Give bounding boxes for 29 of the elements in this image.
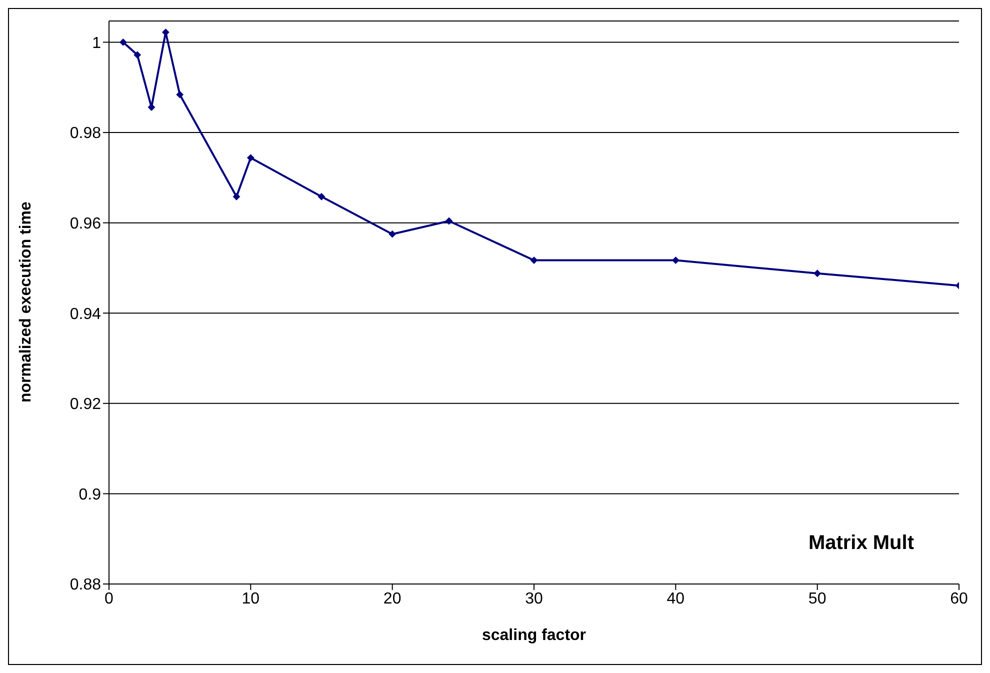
point — [247, 154, 254, 162]
y-tick-label: 0.94 — [70, 306, 102, 323]
x-tick-label: 40 — [666, 590, 685, 608]
x-axis-title: scaling factor — [482, 627, 586, 644]
point — [446, 218, 452, 225]
y-tick-label: 0.98 — [70, 125, 102, 142]
x-tick-label: 10 — [242, 590, 260, 608]
y-tick-label: 0.96 — [70, 215, 102, 232]
point — [134, 51, 141, 58]
y-tick-label: 0.88 — [70, 576, 102, 594]
annotation: Matrix Mult — [808, 532, 914, 554]
y-tick-label: 0.92 — [70, 396, 102, 414]
x-tick-label: 50 — [808, 590, 826, 608]
point — [176, 91, 184, 98]
x-tick-label: 60 — [950, 590, 968, 608]
point — [530, 256, 538, 264]
y-tick-label: 0.9 — [78, 486, 102, 504]
x-tick-label: 20 — [383, 590, 402, 608]
y-axis-title: normalized execution time — [18, 201, 35, 402]
point — [162, 28, 170, 36]
point — [814, 270, 821, 277]
point — [388, 230, 396, 238]
point — [120, 38, 127, 46]
x-tick-label: 0 — [104, 590, 114, 608]
y-tick-label: 1 — [92, 34, 102, 52]
point — [233, 193, 240, 200]
point — [672, 256, 680, 264]
x-tick-label: 30 — [525, 590, 543, 608]
point — [318, 193, 325, 200]
